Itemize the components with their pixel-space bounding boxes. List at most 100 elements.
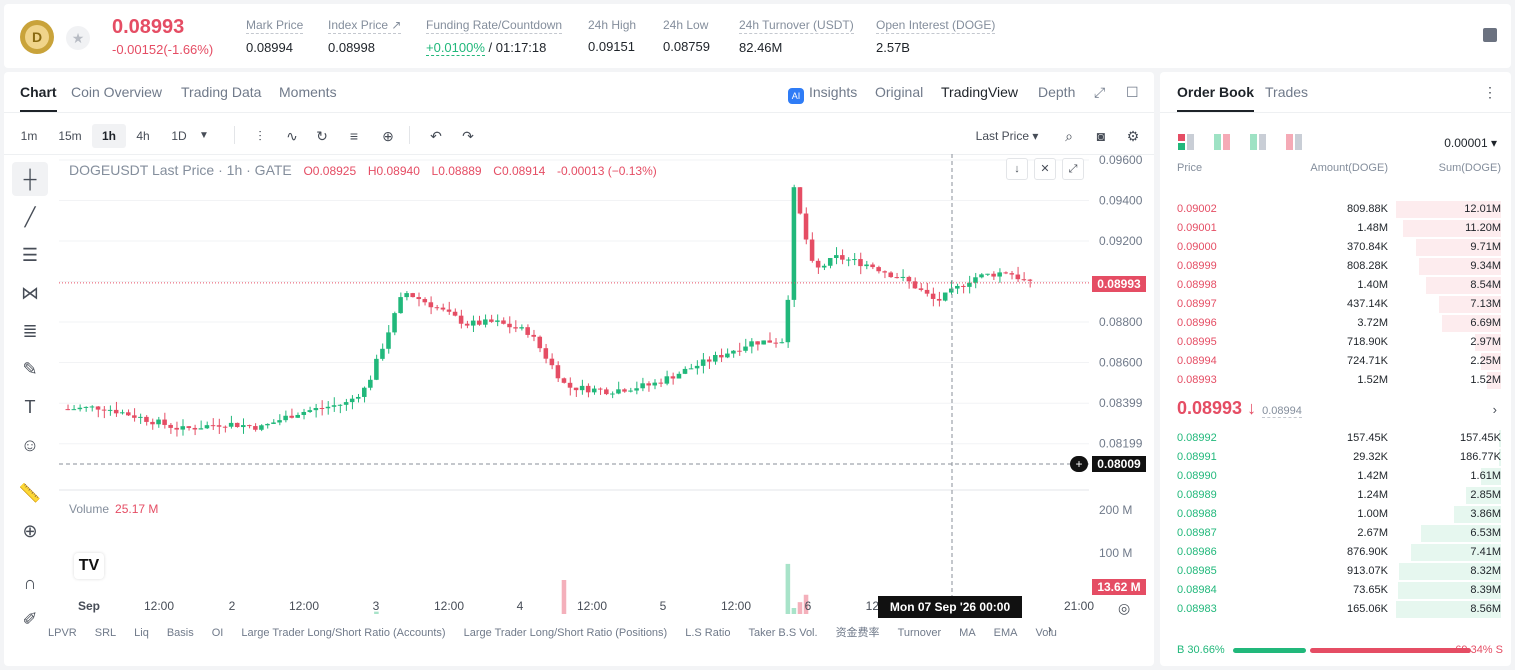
indicator-item[interactable]: Taker B.S Vol. (748, 627, 818, 639)
stat-funding-rate[interactable]: Funding Rate/Countdown +0.0100% / 01:17:… (426, 18, 563, 56)
stat-mark-price[interactable]: Mark Price 0.08994 (246, 18, 304, 55)
bid-row[interactable]: 0.08992 157.45K 157.45K (1160, 429, 1511, 448)
tab-trades[interactable]: Trades (1265, 84, 1309, 100)
settings-gear-icon[interactable]: ⚙ (1126, 128, 1140, 144)
view-insights[interactable]: AI Insights (788, 84, 857, 104)
window-icon[interactable]: ☐ (1126, 84, 1139, 100)
indicator-item[interactable]: OI (211, 627, 224, 639)
precision-select[interactable]: 0.00001 ▾ (1444, 136, 1497, 150)
tradingview-logo-icon[interactable]: TV (74, 553, 104, 579)
indicator-item[interactable]: Large Trader Long/Short Ratio (Positions… (463, 627, 668, 639)
brush-tool-icon[interactable]: ✎ (22, 359, 38, 379)
ob-mode-split-icon[interactable] (1214, 134, 1230, 150)
indicator-item[interactable]: L.S Ratio (685, 627, 731, 639)
collapse-icon[interactable]: ✕ (1034, 158, 1056, 180)
view-depth[interactable]: Depth (1038, 84, 1076, 100)
bid-row[interactable]: 0.08991 29.32K 186.77K (1160, 448, 1511, 467)
stat-24h-turnover[interactable]: 24h Turnover (USDT) 82.46M (739, 18, 854, 55)
redo-icon[interactable]: ↷ (462, 128, 474, 144)
tab-trading-data[interactable]: Trading Data (181, 84, 262, 100)
bid-row[interactable]: 0.08983 165.06K 8.56M (1160, 600, 1511, 619)
ask-row[interactable]: 0.08993 1.52M 1.52M (1160, 371, 1511, 390)
templates-icon[interactable]: ≡ (349, 128, 359, 144)
search-icon[interactable]: ⌕ (1065, 128, 1073, 144)
replay-icon[interactable]: ↻ (316, 128, 328, 144)
bid-row[interactable]: 0.08990 1.42M 1.61M (1160, 467, 1511, 486)
view-tradingview[interactable]: TradingView (941, 84, 1019, 100)
favorite-star-icon[interactable]: ★ (66, 26, 90, 50)
ask-row[interactable]: 0.08994 724.71K 2.25M (1160, 352, 1511, 371)
scroll-down-icon[interactable]: ↓ (1006, 158, 1028, 180)
mid-more-icon[interactable]: › (1492, 402, 1497, 417)
ask-row[interactable]: 0.09000 370.84K 9.71M (1160, 238, 1511, 257)
price-type-select[interactable]: Last Price ▾ (975, 129, 1039, 143)
indicator-item[interactable]: SRL (94, 627, 117, 639)
camera-icon[interactable]: ◙ (1096, 128, 1106, 144)
stat-open-interest[interactable]: Open Interest (DOGE) 2.57B (876, 18, 996, 55)
indicator-item[interactable]: Volu (1035, 627, 1057, 639)
ask-row[interactable]: 0.08996 3.72M 6.69M (1160, 314, 1511, 333)
fib-tool-icon[interactable]: ≣ (22, 321, 38, 341)
ask-row[interactable]: 0.08997 437.14K 7.13M (1160, 295, 1511, 314)
expand-icon[interactable]: ⤢ (1094, 84, 1106, 100)
tab-moments[interactable]: Moments (279, 84, 337, 100)
indicators-icon[interactable]: ∿ (286, 128, 298, 144)
crosshair-tool-icon[interactable]: ┼ (12, 162, 48, 196)
interval-1m[interactable]: 1m (20, 129, 38, 143)
trend-line-tool-icon[interactable]: ╱ (24, 207, 36, 227)
bid-row[interactable]: 0.08987 2.67M 6.53M (1160, 524, 1511, 543)
candle-body (585, 385, 591, 393)
add-order-plus-icon[interactable]: + (1070, 456, 1088, 472)
interval-15m[interactable]: 15m (58, 129, 82, 143)
crosshair-time-label: Mon 07 Sep '26 00:00 (878, 596, 1022, 618)
indicator-item[interactable]: EMA (993, 627, 1018, 639)
lock-drawing-icon[interactable]: ✐ (22, 609, 38, 629)
ask-row[interactable]: 0.09001 1.48M 11.20M (1160, 219, 1511, 238)
bid-row[interactable]: 0.08989 1.24M 2.85M (1160, 486, 1511, 505)
ask-row[interactable]: 0.08998 1.40M 8.54M (1160, 276, 1511, 295)
bid-row[interactable]: 0.08985 913.07K 8.32M (1160, 562, 1511, 581)
guide-book-icon[interactable] (1483, 28, 1497, 42)
tab-chart[interactable]: Chart (20, 84, 57, 112)
interval-4h[interactable]: 4h (136, 129, 150, 143)
emoji-tool-icon[interactable]: ☺ (20, 435, 40, 455)
indicator-item[interactable]: Basis (166, 627, 194, 639)
zoom-tool-icon[interactable]: ⊕ (22, 521, 38, 541)
add-alert-icon[interactable]: ⊕ (382, 128, 394, 144)
tab-coin-overview[interactable]: Coin Overview (71, 84, 163, 100)
more-menu-icon[interactable]: ⋮ (1483, 84, 1497, 100)
chart-settings-icon[interactable]: ◎ (1118, 600, 1131, 616)
indicator-item[interactable]: LPVR (48, 627, 77, 639)
ob-mode-both-icon[interactable] (1178, 134, 1194, 150)
view-original[interactable]: Original (875, 84, 924, 100)
stat-index-price[interactable]: Index Price ↗ 0.08998 (328, 18, 402, 55)
magnet-tool-icon[interactable]: ∩ (23, 573, 37, 593)
interval-1h[interactable]: 1h (92, 124, 126, 148)
candle-body (392, 313, 397, 333)
bid-row[interactable]: 0.08988 1.00M 3.86M (1160, 505, 1511, 524)
bid-row[interactable]: 0.08984 73.65K 8.39M (1160, 581, 1511, 600)
ask-row[interactable]: 0.08995 718.90K 2.97M (1160, 333, 1511, 352)
tab-order-book[interactable]: Order Book (1177, 84, 1255, 112)
indicator-item[interactable]: Turnover (897, 627, 942, 639)
undo-icon[interactable]: ↶ (430, 128, 442, 144)
ob-mode-bids-icon[interactable] (1250, 134, 1266, 150)
indicator-item[interactable]: MA (959, 627, 976, 639)
horizontal-lines-tool-icon[interactable]: ☰ (21, 245, 39, 265)
ruler-tool-icon[interactable]: 📏 (18, 483, 42, 503)
fullscreen-chart-icon[interactable]: ⤢ (1062, 158, 1084, 180)
ob-mode-asks-icon[interactable] (1286, 134, 1302, 150)
ask-row[interactable]: 0.08999 808.28K 9.34M (1160, 257, 1511, 276)
candle-type-icon[interactable]: ⫶ (258, 128, 262, 144)
bid-row[interactable]: 0.08986 876.90K 7.41M (1160, 543, 1511, 562)
indicator-item[interactable]: Liq (134, 627, 149, 639)
indicator-scroll-right-icon[interactable]: › (1048, 622, 1052, 636)
interval-dropdown-icon[interactable]: ▼ (199, 130, 209, 141)
ask-row[interactable]: 0.09002 809.88K 12.01M (1160, 200, 1511, 219)
indicator-item[interactable]: 资金费率 (835, 627, 880, 639)
indicator-item[interactable]: Large Trader Long/Short Ratio (Accounts) (241, 627, 446, 639)
pattern-tool-icon[interactable]: ⋈ (21, 283, 39, 303)
interval-1d[interactable]: 1D (171, 129, 187, 143)
candlestick-chart[interactable]: 0.096000.094000.092000.090000.088000.086… (59, 154, 1154, 614)
text-tool-icon[interactable]: T (24, 397, 36, 417)
